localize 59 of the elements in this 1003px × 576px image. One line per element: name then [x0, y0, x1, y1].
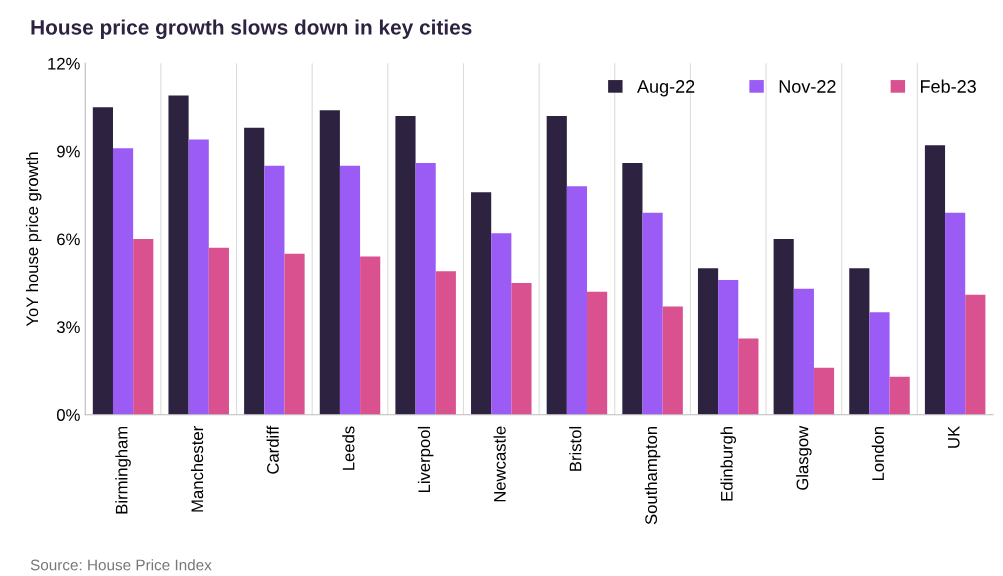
bar [395, 116, 416, 415]
bar [360, 256, 381, 415]
bar [718, 280, 739, 415]
legend-label: Nov-22 [779, 80, 836, 93]
bar [92, 107, 113, 415]
x-tick-label: Bristol [569, 426, 582, 471]
y-tick-label: 0% [56, 409, 80, 421]
x-tick-label: Manchester [190, 426, 204, 512]
y-tick-label: 6% [57, 233, 80, 246]
bar [284, 253, 305, 415]
bar [264, 165, 285, 415]
x-tick-label: Liverpool [417, 426, 434, 493]
bar [924, 145, 946, 415]
bar [849, 268, 870, 415]
x-tick-label: Glasgow [796, 425, 812, 490]
bar [339, 165, 361, 415]
chart-title: House price growth slows down in key cities [31, 19, 472, 39]
bar [133, 239, 154, 415]
x-tick-label: Edinburgh [720, 426, 736, 501]
bar [813, 367, 835, 415]
y-tick-label: 9% [57, 145, 80, 158]
x-tick-label: London [871, 426, 884, 481]
bar [319, 110, 340, 415]
x-tick-label: Cardiff [266, 425, 279, 474]
bar [208, 247, 229, 415]
bar [738, 338, 759, 415]
bar [773, 239, 794, 415]
bar [566, 186, 588, 415]
bar [491, 233, 512, 415]
bar [622, 162, 643, 415]
bar [168, 95, 189, 415]
source-note: Source: House Price Index [30, 559, 212, 571]
bar [965, 294, 986, 415]
x-tick-label: Newcastle [493, 426, 506, 502]
bar [112, 148, 134, 415]
y-tick-label: 3% [56, 321, 80, 334]
bar [435, 271, 456, 415]
y-tick-label: 12% [48, 57, 80, 70]
bar [945, 212, 966, 415]
x-tick-label: UK [947, 426, 960, 448]
legend-label: Feb-23 [921, 79, 976, 93]
x-tick-label: Birmingham [115, 426, 131, 514]
bar [697, 268, 719, 415]
bar [546, 116, 567, 415]
bar [188, 139, 209, 415]
bar [511, 282, 532, 415]
bar [415, 162, 436, 415]
bar [889, 376, 910, 415]
bar [642, 212, 663, 415]
bar [869, 312, 890, 415]
legend-label: Aug-22 [637, 80, 695, 97]
bar [587, 291, 608, 415]
bar [793, 288, 814, 415]
bar [244, 127, 265, 415]
x-tick-label: Southampton [644, 426, 661, 525]
bar [662, 306, 683, 415]
y-axis-title: YoY house price growth [25, 152, 42, 327]
x-tick-label: Leeds [342, 426, 355, 470]
bar [471, 192, 492, 415]
